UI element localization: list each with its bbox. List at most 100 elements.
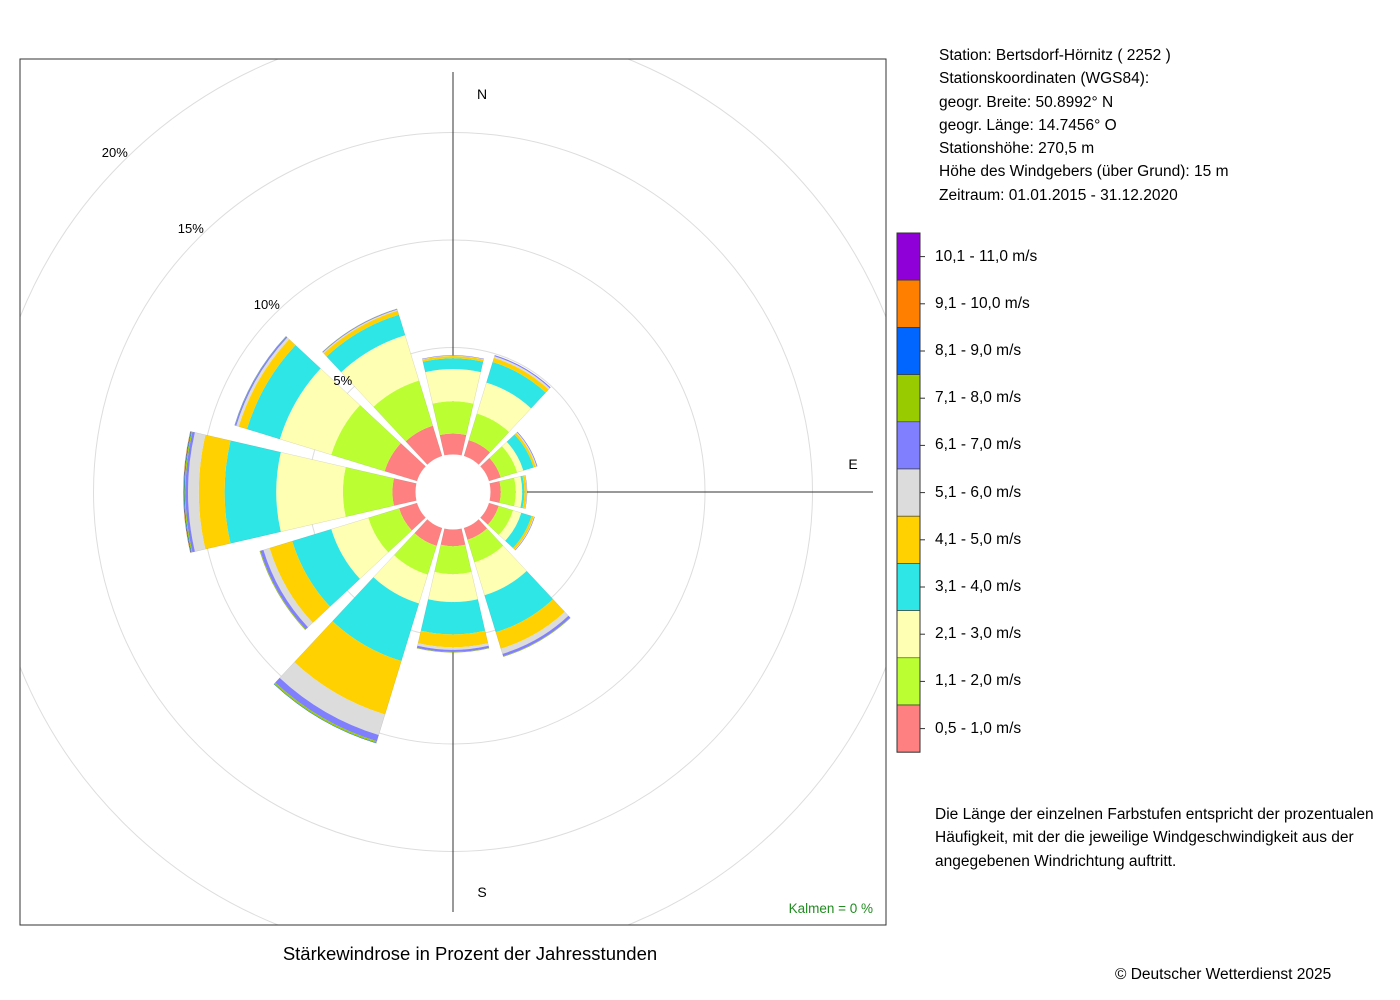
sector-60-band-2 (502, 441, 524, 473)
sector-90-band-1 (499, 477, 516, 507)
legend-label-3: 7,1 - 8,0 m/s (935, 389, 1022, 407)
legend-frame (896, 232, 921, 753)
sector-60-band-3 (506, 434, 534, 471)
legend-swatch-2 (896, 327, 921, 375)
note-line-2: Häufigkeit, mit der die jeweilige Windge… (935, 829, 1354, 847)
sector-0-band-4 (422, 356, 484, 362)
sector-150-band-4 (495, 599, 565, 649)
sector-210-band-3 (332, 577, 419, 662)
sector-270-band-3 (224, 440, 281, 544)
station-info: Station: Bertsdorf-Hörnitz ( 2252 ) Stat… (939, 44, 1228, 207)
sector-300-band-4 (238, 339, 296, 430)
sector-90-band-2 (514, 476, 523, 508)
sector-270-band-9 (183, 431, 191, 553)
sector-120-band-1 (487, 505, 514, 535)
sector-300-band-2 (279, 368, 360, 455)
sector-0-band-0 (439, 433, 467, 456)
note-line-3: angegebenen Windrichtung auftritt. (935, 852, 1177, 870)
sector-30-band-3 (486, 362, 546, 409)
sector-180-band-5 (417, 643, 489, 650)
sector-270-band-5 (188, 432, 206, 552)
ring-label-15: 15% (178, 221, 204, 236)
sector-300-band-5 (236, 337, 290, 427)
sector-240-band-3 (292, 529, 360, 607)
legend-label-1: 9,1 - 10,0 m/s (935, 294, 1030, 312)
legend-swatch-6 (896, 515, 921, 564)
legend-swatch-3 (896, 374, 921, 423)
calm-label: Kalmen = 0 % (789, 901, 873, 916)
sector-90-band-3 (520, 475, 525, 509)
sector-180-band-3 (420, 599, 486, 635)
sector-180-band-1 (434, 544, 472, 575)
sector-330-band-1 (373, 380, 433, 442)
sector-120-band-4 (513, 516, 534, 550)
sector-0-band-5 (422, 355, 484, 360)
sector-240-band-1 (368, 508, 412, 553)
sector-0-band-2 (425, 369, 481, 404)
sector-240-band-2 (331, 517, 389, 579)
sector-60-band-0 (480, 457, 501, 482)
legend-label-7: 3,1 - 4,0 m/s (935, 578, 1022, 595)
sector-270-band-4 (198, 434, 231, 550)
legend-swatch-7 (896, 563, 921, 611)
legend-label-2: 8,1 - 9,0 m/s (935, 342, 1022, 359)
sector-180-band-2 (428, 572, 478, 603)
sector-210-band-0 (414, 519, 443, 546)
sector-210-band-4 (294, 621, 402, 715)
note-line-1: Die Länge der einzelnen Farbstufen entsp… (935, 806, 1374, 823)
sector-210-band-6 (275, 677, 379, 742)
sector-120-band-2 (498, 510, 522, 541)
sector-180-band-6 (417, 645, 489, 652)
sector-300-band-1 (331, 405, 401, 472)
sector-330-band-0 (405, 425, 443, 465)
sector-180-band-4 (418, 630, 488, 648)
sector-300-band-0 (384, 443, 426, 482)
legend-label-5: 5,1 - 6,0 m/s (935, 483, 1022, 501)
station-latitude: geogr. Breite: 50.8992° N (939, 93, 1114, 111)
legend-label-4: 6,1 - 7,0 m/s (935, 436, 1022, 454)
sector-90-band-4 (522, 475, 527, 509)
time-period: Zeitraum: 01.01.2015 - 31.12.2020 (939, 186, 1178, 204)
sector-150-band-2 (474, 545, 527, 596)
sector-0-band-3 (422, 358, 484, 373)
station-elevation: Stationshöhe: 270,5 m (939, 140, 1095, 158)
sector-270-band-2 (276, 452, 346, 532)
anemometer-height: Höhe des Windgebers (über Grund): 15 m (939, 163, 1229, 181)
legend-label-6: 4,1 - 5,0 m/s (935, 530, 1022, 548)
explanation-note: Die Länge der einzelnen Farbstufen entsp… (935, 803, 1374, 873)
sector-150-band-5 (500, 611, 569, 654)
ring-label-10: 10% (254, 297, 280, 312)
legend-label-0: 10,1 - 11,0 m/s (935, 247, 1038, 265)
sector-150-band-0 (463, 519, 488, 540)
legend-swatch-1 (896, 279, 921, 328)
sector-270-band-0 (392, 478, 417, 506)
sector-60-band-1 (489, 446, 518, 478)
sector-180-band-0 (440, 528, 466, 547)
station-longitude: geogr. Länge: 14.7456° O (939, 116, 1117, 134)
sector-150-band-3 (484, 570, 554, 633)
station-coordinates-heading: Stationskoordinaten (WGS84): (939, 70, 1150, 88)
legend-swatch-4 (896, 421, 921, 470)
ring-label-5: 5% (333, 373, 352, 388)
calm-circle (415, 454, 491, 530)
sector-270-band-6 (185, 431, 195, 553)
sector-150-band-6 (502, 615, 571, 657)
sector-240-band-0 (399, 502, 426, 531)
compass-label-S: S (477, 884, 486, 900)
station-name: Station: Bertsdorf-Hörnitz ( 2252 ) (939, 47, 1171, 64)
sector-150-band-1 (467, 528, 504, 563)
sector-30-band-0 (463, 440, 490, 465)
legend-swatch-0 (896, 232, 921, 281)
sector-30-band-4 (492, 357, 549, 393)
sector-210-band-2 (373, 555, 428, 604)
copyright: © Deutscher Wetterdienst 2025 (1115, 966, 1332, 983)
sector-0-band-6 (422, 355, 484, 360)
legend-swatch-10 (896, 704, 921, 753)
sector-120-band-3 (505, 512, 532, 549)
legend-swatch-9 (896, 657, 921, 706)
sector-210-band-5 (279, 662, 385, 736)
sector-330-band-2 (341, 335, 419, 407)
sector-30-band-5 (493, 356, 550, 390)
sector-90-band-6 (525, 475, 528, 509)
plot-frame (19, 58, 887, 926)
